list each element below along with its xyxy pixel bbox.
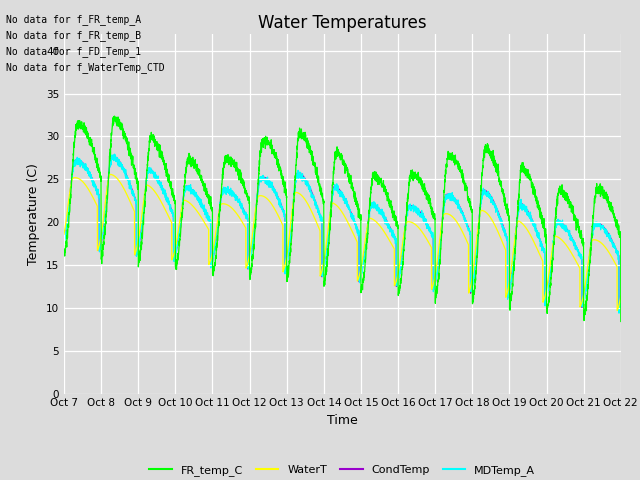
Line: MDTemp_A: MDTemp_A (64, 154, 621, 313)
Y-axis label: Temperature (C): Temperature (C) (28, 163, 40, 264)
WaterT (60, 231, 68, 237)
WaterT (294, 190, 302, 196)
Text: No data for f_WaterTemp_CTD: No data for f_WaterTemp_CTD (6, 62, 165, 73)
CondTemp (294, 170, 302, 176)
CondTemp (60, 239, 68, 245)
FR_temp_C (299, 132, 307, 138)
WaterT (613, 308, 621, 313)
Text: No data for f_FR_temp_A: No data for f_FR_temp_A (6, 14, 141, 25)
FR_temp_C (465, 195, 472, 201)
FR_temp_C (325, 242, 333, 248)
CondTemp (465, 225, 472, 231)
MDTemp_A (572, 244, 580, 250)
CondTemp (572, 244, 580, 250)
MDTemp_A (600, 227, 607, 232)
MDTemp_A (617, 301, 625, 307)
Legend: FR_temp_C, WaterT, CondTemp, MDTemp_A: FR_temp_C, WaterT, CondTemp, MDTemp_A (145, 460, 540, 480)
WaterT (617, 293, 625, 299)
CondTemp (600, 224, 607, 230)
CondTemp (617, 301, 625, 307)
CondTemp (325, 228, 333, 233)
Line: FR_temp_C: FR_temp_C (64, 116, 621, 322)
CondTemp (299, 172, 307, 178)
MDTemp_A (465, 226, 472, 232)
WaterT (600, 242, 607, 248)
WaterT (572, 258, 580, 264)
Title: Water Temperatures: Water Temperatures (258, 14, 427, 32)
FR_temp_C (60, 249, 68, 255)
WaterT (299, 193, 307, 199)
X-axis label: Time: Time (327, 414, 358, 427)
WaterT (465, 290, 472, 296)
MDTemp_A (615, 310, 623, 316)
Line: WaterT: WaterT (64, 174, 621, 311)
FR_temp_C (617, 319, 625, 324)
Text: No data for f_FD_Temp_1: No data for f_FD_Temp_1 (6, 46, 141, 57)
CondTemp (108, 153, 116, 158)
WaterT (325, 220, 333, 226)
MDTemp_A (325, 228, 333, 234)
Line: CondTemp: CondTemp (64, 156, 621, 311)
MDTemp_A (60, 237, 68, 243)
WaterT (106, 171, 114, 177)
FR_temp_C (600, 191, 607, 196)
MDTemp_A (294, 168, 302, 173)
MDTemp_A (299, 171, 307, 177)
Text: No data for f_FR_temp_B: No data for f_FR_temp_B (6, 30, 141, 41)
FR_temp_C (572, 222, 580, 228)
FR_temp_C (294, 136, 302, 142)
MDTemp_A (111, 151, 118, 157)
FR_temp_C (111, 113, 118, 119)
CondTemp (615, 308, 623, 314)
